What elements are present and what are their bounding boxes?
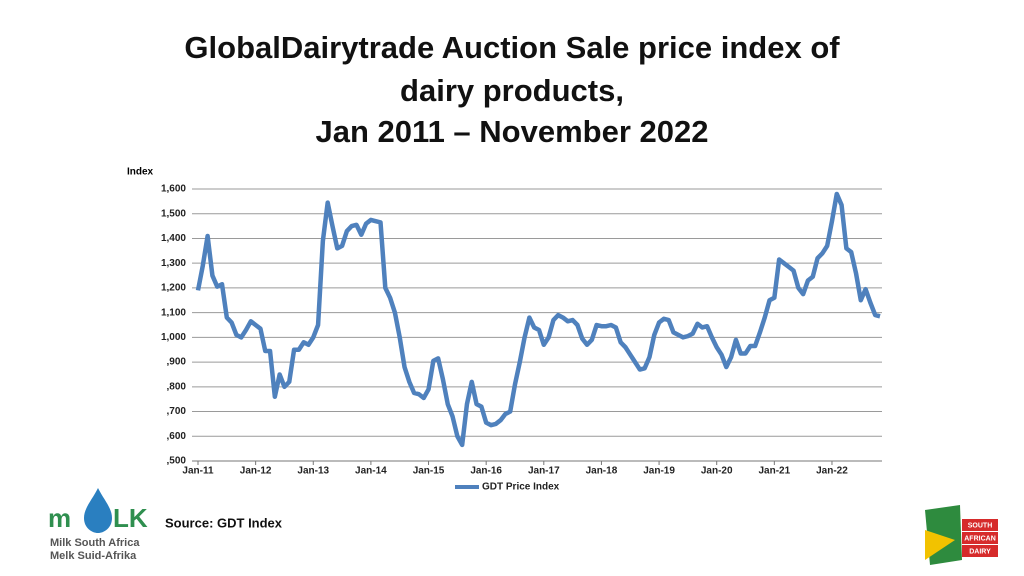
- logo-shape: [925, 530, 955, 560]
- logo-left: m LK Milk South Africa Melk Suid-Afrika: [48, 488, 148, 562]
- y-tick-label: ,800: [167, 381, 187, 392]
- x-tick-label: Jan-22: [816, 466, 848, 477]
- source: Source: GDT Index: [165, 515, 283, 530]
- logo-text: DAIRY: [969, 548, 991, 555]
- y-tick-label: 1,100: [161, 307, 186, 318]
- logo-right: SOUTH AFRICAN DAIRY: [925, 505, 998, 565]
- x-tick-label: Jan-21: [758, 466, 790, 477]
- y-tick-label: 1,600: [161, 184, 186, 195]
- x-tick-label: Jan-11: [182, 466, 214, 477]
- y-tick-label: 1,000: [161, 332, 186, 343]
- y-tick-label: 1,500: [161, 208, 186, 219]
- legend-label: GDT Price Index: [482, 482, 560, 493]
- logo-band: [962, 519, 998, 531]
- title-line: GlobalDairytrade Auction Sale price inde…: [184, 30, 840, 65]
- logo-mark: m: [48, 503, 71, 533]
- x-tick-label: Jan-16: [470, 466, 502, 477]
- logo-band: [962, 532, 998, 544]
- logo-drop: [84, 488, 112, 533]
- y-tick-label: ,500: [167, 456, 187, 467]
- logo-text: AFRICAN: [964, 535, 996, 542]
- title-line: dairy products,: [400, 73, 624, 108]
- logo-mark: LK: [113, 503, 148, 533]
- y-tick-label: ,700: [167, 406, 187, 417]
- y-tick-label: ,900: [167, 357, 187, 368]
- x-tick-label: Jan-13: [297, 466, 329, 477]
- y-tick-label: 1,400: [161, 233, 186, 244]
- title-line: Jan 2011 – November 2022: [316, 114, 709, 149]
- y-tick-label: 1,300: [161, 258, 186, 269]
- x-tick-label: Jan-14: [355, 466, 387, 477]
- x-tick-label: Jan-12: [240, 466, 272, 477]
- line-series: [195, 191, 881, 448]
- logo-band: [962, 545, 998, 557]
- y-axis-label: Index: [127, 167, 154, 178]
- logo-text: Melk Suid-Afrika: [50, 550, 137, 562]
- y-tick-label: 1,200: [161, 283, 186, 294]
- x-tick-label: Jan-18: [586, 466, 618, 477]
- x-tick-label: Jan-19: [643, 466, 675, 477]
- x-tick-label: Jan-15: [413, 466, 445, 477]
- y-tick-label: ,600: [167, 431, 187, 442]
- x-tick-label: Jan-17: [528, 466, 560, 477]
- x-tick-label: Jan-20: [701, 466, 733, 477]
- logo-text: SOUTH: [968, 522, 993, 529]
- logo-text: Milk South Africa: [50, 537, 140, 549]
